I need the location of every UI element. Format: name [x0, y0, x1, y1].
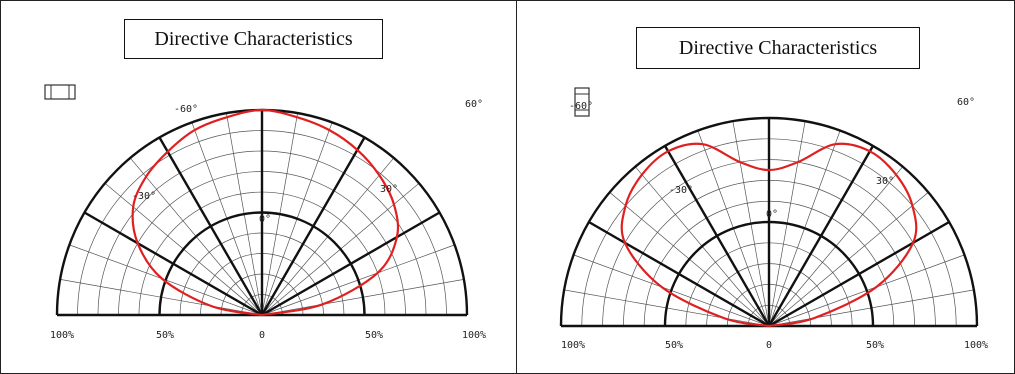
radial-tick-label: 50%: [665, 340, 683, 351]
angle-tick-label: -60°: [174, 104, 198, 115]
radial-tick-label: 100%: [462, 330, 486, 341]
column-divider: [516, 0, 517, 374]
series-curve: [620, 142, 918, 328]
led-package-horizontal-icon: [44, 84, 76, 100]
grid-spoke-major: [663, 145, 771, 327]
led-package-vertical-icon: [574, 87, 590, 117]
angle-tick-label: -30°: [132, 191, 156, 202]
grid-spoke-major: [588, 220, 770, 328]
radial-tick-label: 50%: [365, 330, 383, 341]
grid-spoke-major: [768, 220, 950, 328]
chart-panel-left: Directive Characteristics -60° -30° 0° 30° 6…: [44, 19, 486, 341]
series-curve: [131, 108, 400, 317]
angle-tick-label: 0°: [259, 214, 271, 225]
radial-tick-label: 100%: [964, 340, 988, 351]
radial-tick-label: 100%: [50, 330, 74, 341]
angle-tick-label: 60°: [957, 97, 975, 108]
chart-title: Directive Characteristics: [678, 37, 878, 59]
radial-tick-label: 100%: [561, 340, 585, 351]
grid-spoke-major: [261, 211, 441, 317]
icon-outline: [44, 84, 76, 100]
angle-tick-label: 30°: [380, 184, 398, 195]
radial-tick-label: 0: [259, 330, 265, 341]
polar-chart-right: -60° -30° 0° 30° 60° 100% 50% 0 50% 100%: [559, 87, 988, 351]
chart-title-box: Directive Characteristics: [636, 27, 920, 69]
polar-chart-left: -60° -30° 0° 30° 60° 100% 50% 0 50% 100%: [44, 84, 486, 341]
grid-spoke-major: [260, 136, 366, 316]
angle-tick-label: -60°: [569, 101, 593, 112]
angle-tick-label: 0°: [766, 209, 778, 220]
radial-tick-label: 50%: [866, 340, 884, 351]
radial-tick-label: 50%: [156, 330, 174, 341]
icon-outline: [574, 87, 590, 117]
angle-tick-label: 60°: [465, 99, 483, 110]
chart-panel-right: Directive Characteristics -60° -30° 0° 30° 6…: [517, 0, 1014, 374]
angle-tick-label: 30°: [876, 176, 894, 187]
grid-spoke-major: [158, 136, 264, 316]
angle-tick-label: -30°: [669, 185, 693, 196]
grid-spoke-major: [83, 211, 263, 317]
chart-title: Directive Characteristics: [154, 28, 353, 50]
chart-title-box: Directive Characteristics: [124, 19, 383, 59]
grid-spoke-major: [767, 145, 875, 327]
radial-tick-label: 0: [766, 340, 772, 351]
